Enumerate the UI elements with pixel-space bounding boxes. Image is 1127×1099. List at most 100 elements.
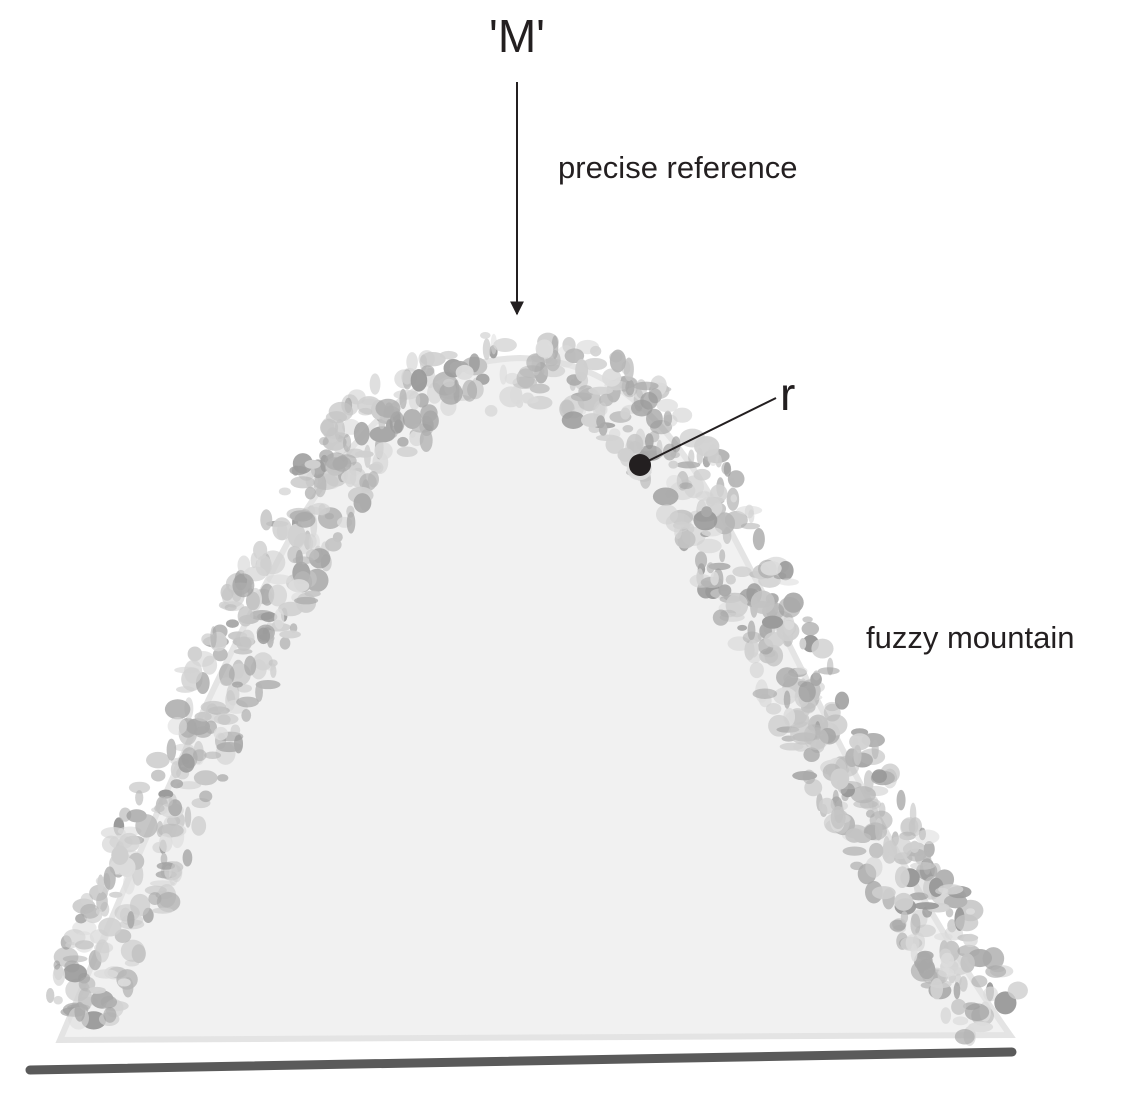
fuzz-blob [289,466,306,475]
fuzz-blob [280,637,291,650]
fuzz-blob [753,528,765,550]
fuzz-blob [640,392,658,410]
fuzz-blob [305,590,321,597]
fuzz-blob [915,830,939,845]
fuzz-blob [146,752,170,769]
fuzz-blob [420,404,437,422]
fuzz-blob [54,960,61,969]
fuzz-blob [220,677,232,686]
fuzz-blob [811,639,833,659]
fuzz-blob [766,703,781,715]
mountain-fill [60,358,1010,1040]
fuzz-blob [232,681,243,687]
fuzz-blob [697,539,722,554]
page: 'M' precise reference r fuzzy mountain (… [0,0,1127,1099]
fuzz-blob [718,584,731,596]
fuzz-blob [279,630,301,638]
fuzz-blob [895,866,910,888]
fuzz-blob [368,471,379,487]
fuzz-blob [101,996,117,1008]
fuzz-blob [864,822,887,840]
fuzz-blob [255,555,271,576]
fuzz-blob [830,768,849,789]
fuzz-blob [174,667,199,674]
fuzz-blob [411,369,428,392]
fuzz-blob [985,965,1006,978]
fuzz-blob [623,425,634,432]
fuzz-blob [335,419,345,442]
fuzz-blob [104,866,116,890]
fuzz-blob [657,399,678,412]
fuzz-blob [695,491,712,501]
fuzz-blob [499,386,522,407]
fuzz-blob [399,389,406,409]
fuzz-blob [918,959,935,979]
fuzz-blob [941,1007,951,1024]
fuzz-blob [46,988,54,1003]
fuzz-blob [694,469,711,481]
fuzz-blob [914,902,939,910]
fuzz-blob [53,996,62,1005]
fuzz-blob [127,911,134,928]
fuzz-blob [911,943,918,961]
fuzz-blob [178,753,195,772]
fuzz-blob [688,449,694,464]
fuzz-blob [872,740,879,760]
fuzz-blob [941,953,954,968]
fuzz-blob [968,1022,993,1032]
fuzz-blob [218,714,231,724]
fuzz-blob [802,622,819,636]
fuzz-blob [274,608,284,629]
fuzz-blob [480,332,491,339]
fuzz-blob [799,638,806,649]
fuzz-blob [154,804,164,812]
fuzz-blob [256,680,281,689]
fuzz-blob [103,1007,116,1023]
fuzz-blob [679,482,692,489]
fuzz-blob [491,334,497,355]
fuzz-blob [288,579,309,592]
fuzz-blob [897,790,906,810]
diagram: 'M' precise reference r fuzzy mountain [0,0,1127,1099]
fuzz-blob [305,487,316,500]
fuzz-blob [726,575,736,585]
fuzz-blob [114,904,139,922]
fuzz-blob [872,886,896,899]
fuzz-blob [751,591,775,615]
fuzz-blob [600,402,606,412]
fuzz-blob [865,857,882,878]
fuzz-blob [676,461,700,468]
fuzz-blob [374,442,393,460]
mountain-label: fuzzy mountain [866,620,1075,655]
fuzz-blob [225,604,237,611]
fuzz-blob [520,396,538,403]
fuzz-blob [963,934,978,947]
fuzz-blob [710,572,719,586]
fuzz-blob [901,911,908,923]
fuzz-blob [483,338,491,360]
fuzz-blob [737,625,747,631]
fuzz-blob [954,982,961,999]
fuzz-blob [653,487,679,505]
fuzz-blob [778,578,798,585]
fuzz-blob [784,691,791,709]
fuzz-blob [803,770,816,784]
fuzz-blob [270,664,276,677]
fuzz-blob [668,461,678,469]
fuzz-blob [656,504,678,524]
fuzz-blob [231,725,241,736]
fuzz-blob [784,617,794,630]
fuzz-blob [776,667,798,687]
fuzz-blob [358,408,372,416]
fuzz-blob [741,523,760,529]
fuzz-blob [204,752,221,759]
fuzz-blob [462,380,477,402]
fuzz-blob [364,445,371,468]
fuzz-blob [226,619,239,627]
fuzz-blob [244,656,256,676]
fuzz-blob [731,494,738,502]
fuzz-blob [167,739,177,761]
fuzz-blob [314,473,326,497]
fuzz-blob [194,770,218,785]
fuzz-blob [670,452,680,458]
